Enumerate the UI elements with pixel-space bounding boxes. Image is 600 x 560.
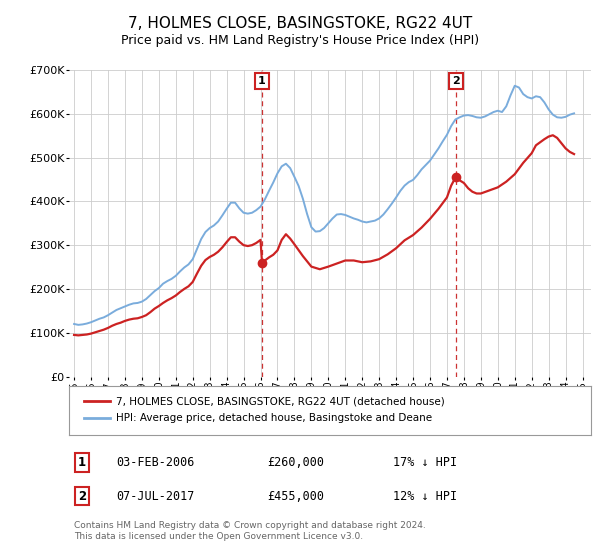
Text: £260,000: £260,000 <box>268 456 325 469</box>
Text: 1: 1 <box>78 456 86 469</box>
Text: 2: 2 <box>78 489 86 503</box>
Legend: 7, HOLMES CLOSE, BASINGSTOKE, RG22 4UT (detached house), HPI: Average price, det: 7, HOLMES CLOSE, BASINGSTOKE, RG22 4UT (… <box>79 393 449 427</box>
Text: 03-FEB-2006: 03-FEB-2006 <box>116 456 194 469</box>
Text: Contains HM Land Registry data © Crown copyright and database right 2024.
This d: Contains HM Land Registry data © Crown c… <box>74 521 426 540</box>
Text: 17% ↓ HPI: 17% ↓ HPI <box>392 456 457 469</box>
Text: 2: 2 <box>452 76 460 86</box>
Text: 7, HOLMES CLOSE, BASINGSTOKE, RG22 4UT: 7, HOLMES CLOSE, BASINGSTOKE, RG22 4UT <box>128 16 472 31</box>
Text: £455,000: £455,000 <box>268 489 325 503</box>
Text: 1: 1 <box>258 76 266 86</box>
Text: 12% ↓ HPI: 12% ↓ HPI <box>392 489 457 503</box>
Text: 07-JUL-2017: 07-JUL-2017 <box>116 489 194 503</box>
Text: Price paid vs. HM Land Registry's House Price Index (HPI): Price paid vs. HM Land Registry's House … <box>121 34 479 47</box>
